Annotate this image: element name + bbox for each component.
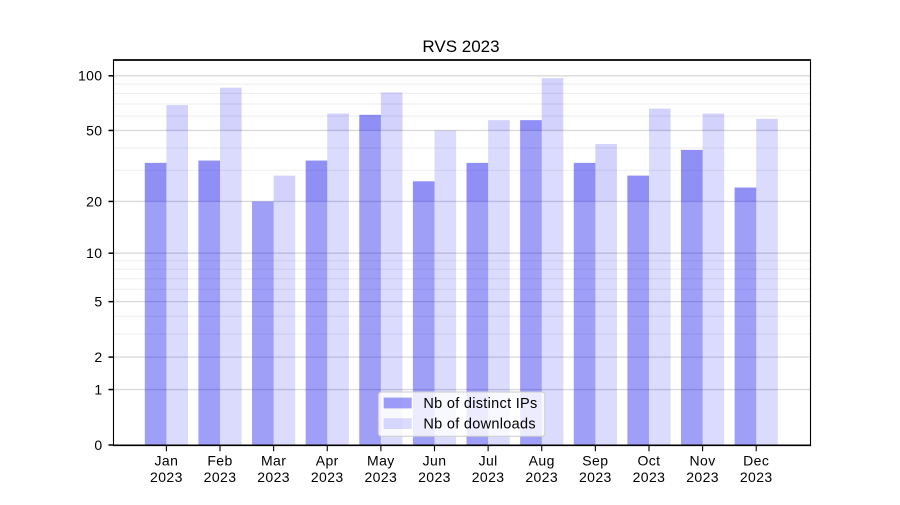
svg-text:Jan: Jan — [155, 452, 179, 468]
svg-text:20: 20 — [86, 193, 102, 209]
svg-text:Mar: Mar — [261, 452, 286, 468]
svg-text:2023: 2023 — [633, 469, 666, 485]
svg-text:Nov: Nov — [690, 452, 716, 468]
svg-text:2023: 2023 — [311, 469, 344, 485]
svg-text:2023: 2023 — [418, 469, 451, 485]
svg-text:Dec: Dec — [743, 452, 769, 468]
svg-text:2023: 2023 — [579, 469, 612, 485]
svg-text:2023: 2023 — [204, 469, 237, 485]
svg-text:2023: 2023 — [257, 469, 290, 485]
svg-text:2: 2 — [94, 349, 102, 365]
svg-text:Apr: Apr — [316, 452, 339, 468]
svg-text:2023: 2023 — [686, 469, 719, 485]
svg-text:Jun: Jun — [423, 452, 447, 468]
svg-text:2023: 2023 — [150, 469, 183, 485]
svg-text:0: 0 — [94, 437, 102, 453]
svg-text:Aug: Aug — [529, 452, 555, 468]
svg-text:5: 5 — [94, 294, 102, 310]
svg-text:RVS 2023: RVS 2023 — [422, 37, 499, 56]
svg-text:Nb of downloads: Nb of downloads — [423, 416, 536, 432]
svg-text:10: 10 — [86, 245, 102, 261]
svg-text:Jul: Jul — [479, 452, 498, 468]
svg-text:50: 50 — [86, 122, 102, 138]
svg-text:2023: 2023 — [740, 469, 773, 485]
svg-text:2023: 2023 — [525, 469, 558, 485]
svg-text:May: May — [367, 452, 395, 468]
svg-text:Sep: Sep — [582, 452, 608, 468]
svg-text:2023: 2023 — [365, 469, 398, 485]
svg-text:Oct: Oct — [637, 452, 660, 468]
svg-text:Feb: Feb — [207, 452, 232, 468]
svg-text:Nb of distinct IPs: Nb of distinct IPs — [423, 396, 537, 412]
svg-text:2023: 2023 — [472, 469, 505, 485]
svg-text:1: 1 — [94, 381, 102, 397]
svg-text:100: 100 — [78, 68, 103, 84]
